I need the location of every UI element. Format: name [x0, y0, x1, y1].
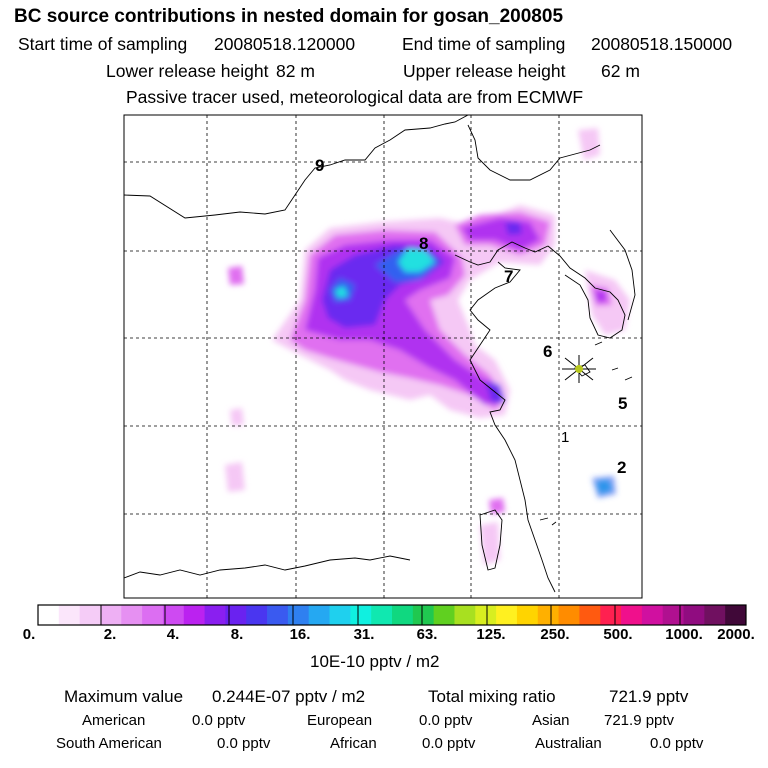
- colorbar-swatch: [100, 605, 122, 625]
- colorbar-swatch: [267, 605, 289, 625]
- colorbar-swatch: [412, 605, 435, 625]
- plot-title: BC source contributions in nested domain…: [14, 6, 564, 27]
- colorbar-swatch: [454, 605, 476, 625]
- plume-korea-violet: [595, 290, 606, 302]
- colorbar-swatch: [79, 605, 101, 625]
- region-value: 0.0 pptv: [422, 735, 476, 752]
- colorbar-swatch: [558, 605, 580, 625]
- plume-north-blue-violet: [505, 222, 522, 235]
- receptor-star-icon: [562, 355, 596, 383]
- colorbar-tick-label: 2.: [103, 626, 117, 643]
- plume-taiwan-pink: [480, 522, 500, 565]
- region-name: Asian: [532, 712, 570, 729]
- colorbar-tick-label: 250.: [540, 626, 570, 643]
- colorbar-swatch: [121, 605, 143, 625]
- colorbar-swatch: [371, 605, 393, 625]
- colorbar-swatch: [204, 605, 226, 625]
- region-name: European: [307, 712, 373, 729]
- region-name: South American: [56, 735, 162, 752]
- region-value: 721.9 pptv: [604, 712, 675, 729]
- trajectory-label-7: 7: [504, 267, 514, 286]
- max-value: 0.244E-07 pptv / m2: [212, 687, 366, 706]
- lower-height-label: Lower release height: [106, 61, 269, 81]
- colorbar-swatch: [329, 605, 351, 625]
- region-value: 0.0 pptv: [419, 712, 473, 729]
- upper-height-label: Upper release height: [403, 61, 566, 81]
- contribution-field: [225, 128, 630, 565]
- colorbar-tick-label: 2000.: [717, 626, 755, 643]
- colorbar-swatch: [225, 605, 247, 625]
- colorbar-swatch: [142, 605, 164, 625]
- colorbar-swatch: [162, 605, 185, 625]
- colorbar-tick-label: 125.: [476, 626, 506, 643]
- colorbar-swatch: [183, 605, 205, 625]
- trajectory-label-5: 5: [618, 394, 628, 413]
- colorbar-swatch: [246, 605, 268, 625]
- plume-taiwan-magenta: [489, 498, 505, 514]
- colorbar-swatch: [350, 605, 372, 625]
- max-value-label: Maximum value: [64, 687, 184, 706]
- colorbar-swatch: [621, 605, 643, 625]
- colorbar-swatch: [704, 605, 726, 625]
- colorbar-swatch: [537, 605, 559, 625]
- start-time-value: 20080518.120000: [214, 34, 356, 54]
- end-time-value: 20080518.150000: [591, 34, 733, 54]
- colorbar-swatch: [392, 605, 414, 625]
- region-value: 0.0 pptv: [192, 712, 246, 729]
- colorbar-tick-label: 8.: [230, 626, 244, 643]
- colorbar-tick-label: 1000.: [665, 626, 703, 643]
- plume-south-pink: [225, 462, 245, 492]
- colorbar-tick-label: 500.: [603, 626, 633, 643]
- colorbar-swatch: [287, 605, 310, 625]
- colorbar-swatch: [308, 605, 330, 625]
- trajectory-label-8: 8: [419, 234, 429, 253]
- colorbar-tick-label: 4.: [166, 626, 180, 643]
- colorbar-swatch: [579, 605, 601, 625]
- colorbar-swatch: [516, 605, 539, 625]
- colorbar-swatch: [600, 605, 622, 625]
- plume-south-pink-2: [230, 408, 244, 426]
- total-mixing-label: Total mixing ratio: [428, 687, 556, 706]
- trajectory-label-9: 9: [315, 156, 325, 175]
- upper-height-value: 62 m: [601, 61, 640, 81]
- colorbar-units: 10E-10 pptv / m2: [310, 652, 440, 671]
- colorbar-swatch: [433, 605, 455, 625]
- region-name: Australian: [535, 735, 602, 752]
- region-name: American: [82, 712, 146, 729]
- colorbar-tick-label: 31.: [353, 626, 375, 643]
- colorbar-swatch: [38, 605, 60, 625]
- tracer-note: Passive tracer used, meteorological data…: [126, 87, 584, 107]
- trajectory-label-1: 1: [561, 429, 570, 446]
- coastlines: [124, 115, 636, 593]
- colorbar-tick-label: 16.: [289, 626, 311, 643]
- colorbar-swatch: [683, 605, 705, 625]
- end-time-label: End time of sampling: [402, 34, 566, 54]
- colorbar-swatch: [496, 605, 518, 625]
- colorbar-swatch: [641, 605, 664, 625]
- lower-height-value: 82 m: [276, 61, 315, 81]
- plume-south-blue: [592, 476, 616, 498]
- region-value: 0.0 pptv: [650, 735, 704, 752]
- start-time-label: Start time of sampling: [18, 34, 188, 54]
- total-mixing-value: 721.9 pptv: [609, 687, 689, 706]
- colorbar-tick-label: 0.: [22, 626, 36, 643]
- map-border: [123, 114, 643, 599]
- colorbar-swatch: [58, 605, 81, 625]
- lat-lon-grid: [124, 115, 642, 598]
- plume-cyan: [335, 248, 435, 298]
- colorbar-swatch: [475, 605, 497, 625]
- colorbar-tick-label: 63.: [416, 626, 438, 643]
- colorbar-swatch: [725, 605, 747, 625]
- colorbar-swatch: [662, 605, 684, 625]
- region-value: 0.0 pptv: [217, 735, 271, 752]
- trajectory-label-2: 2: [617, 458, 627, 477]
- plume-west-magenta: [228, 266, 244, 285]
- region-name: African: [330, 735, 377, 752]
- trajectory-label-6: 6: [543, 342, 553, 361]
